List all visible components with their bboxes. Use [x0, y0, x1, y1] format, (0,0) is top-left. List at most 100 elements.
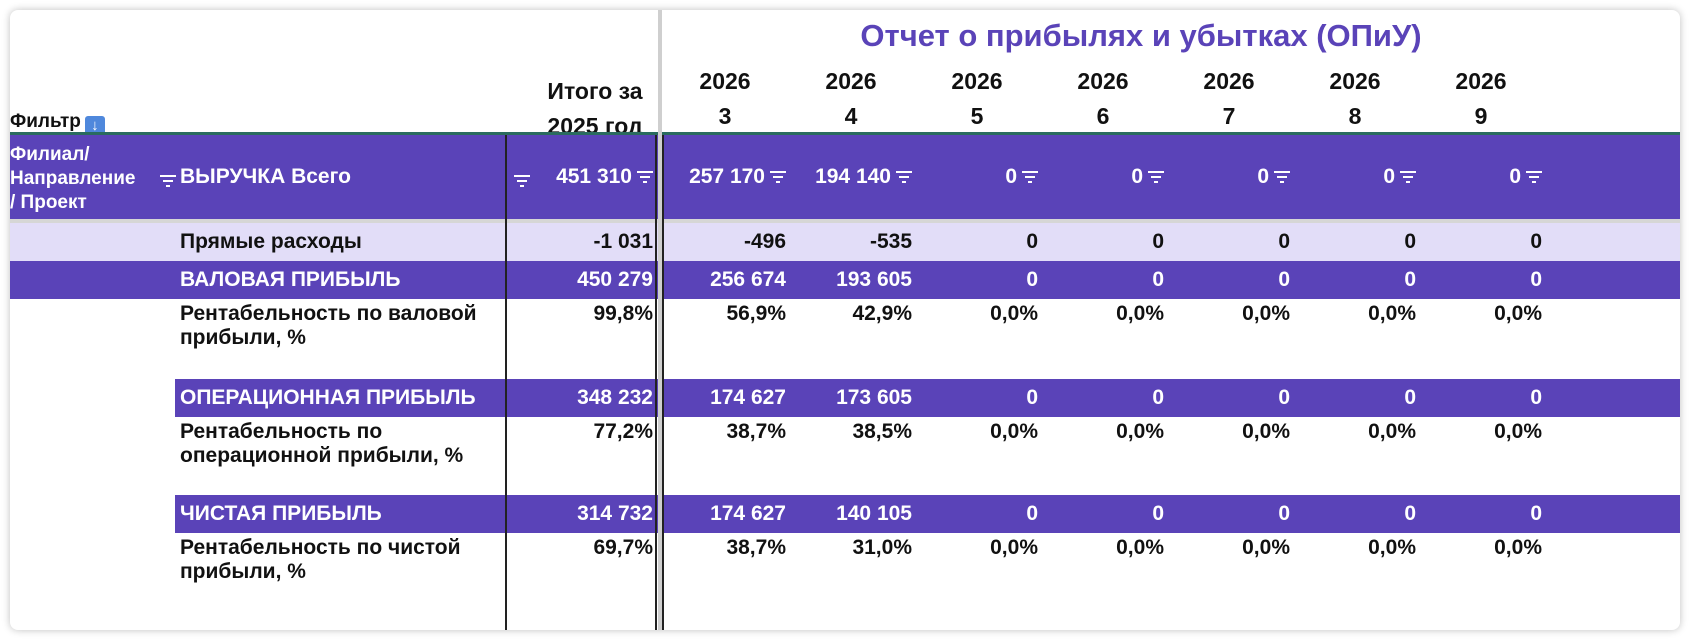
row-value: 0,0% [1494, 420, 1542, 443]
column-filter-icon[interactable] [1526, 171, 1542, 184]
row-label: Рентабельность по валовой прибыли, % [180, 302, 477, 350]
revenue-band [10, 135, 1680, 219]
row-value: 0 [1026, 502, 1038, 525]
column-filter-icon[interactable] [1400, 171, 1416, 184]
column-divider-label [505, 135, 507, 630]
row-value: 56,9% [726, 302, 786, 325]
row-value: 0 [1026, 386, 1038, 409]
report-title: Отчет о прибылях и убытках (ОПиУ) [860, 18, 1422, 53]
row-value: 0,0% [1116, 420, 1164, 443]
month-header-year: 2026 [1329, 68, 1381, 94]
revenue-value-text: 257 170 [689, 165, 765, 188]
row-total: 314 732 [577, 502, 653, 525]
row-total: -1 031 [593, 230, 653, 253]
row-value: 0 [1278, 386, 1290, 409]
row-value: 0 [1278, 268, 1290, 291]
row-value: 38,7% [726, 420, 786, 443]
month-header-month: 4 [844, 103, 858, 129]
row-total: 348 232 [577, 386, 653, 409]
row-value: 0 [1278, 230, 1290, 253]
column-filter-icon[interactable] [1274, 171, 1290, 184]
row-value: 0 [1530, 502, 1542, 525]
row-value: 0,0% [990, 536, 1038, 559]
revenue-value-text: 0 [1257, 165, 1269, 188]
row-value: 0,0% [1494, 302, 1542, 325]
row-value: 0 [1404, 386, 1416, 409]
row-label: ВАЛОВАЯ ПРИБЫЛЬ [180, 268, 401, 291]
month-header: 2026 5 [917, 64, 1037, 134]
column-filter-icon[interactable] [1022, 171, 1038, 184]
frozen-pane-divider [658, 10, 662, 630]
row-value: 256 674 [710, 268, 786, 291]
month-header: 2026 9 [1421, 64, 1541, 134]
total-header-line1: Итого за [547, 78, 643, 104]
row-label-line: Рентабельность по [180, 420, 383, 443]
branch-label-line3: / Проект [10, 192, 87, 213]
revenue-value-text: 0 [1509, 165, 1521, 188]
revenue-value-text: 0 [1131, 165, 1143, 188]
row-label-line: операционной прибыли, % [180, 444, 464, 467]
row-value: 0,0% [1116, 536, 1164, 559]
row-highlight [10, 223, 1680, 261]
row-value: 42,9% [852, 302, 912, 325]
row-value: 0 [1152, 230, 1164, 253]
month-header-year: 2026 [699, 68, 751, 94]
revenue-value-text: 194 140 [815, 165, 891, 188]
month-header-year: 2026 [951, 68, 1003, 94]
row-value: 38,5% [852, 420, 912, 443]
revenue-total-text: 451 310 [556, 165, 632, 188]
row-label-line: Рентабельность по валовой [180, 302, 477, 325]
row-band [10, 261, 1680, 299]
branch-filter-icon[interactable] [160, 174, 176, 187]
revenue-value-text: 0 [1005, 165, 1017, 188]
row-value: 193 605 [836, 268, 912, 291]
row-value: 0,0% [1494, 536, 1542, 559]
row-total: 450 279 [577, 268, 653, 291]
column-divider-total [655, 135, 657, 630]
pnl-sheet: Отчет о прибылях и убытках (ОПиУ) Фильтр… [10, 10, 1680, 630]
row-value: 0 [1404, 502, 1416, 525]
branch-filter-header[interactable]: Филиал/ Направление / Проект [10, 143, 135, 215]
revenue-value: 0 [1257, 165, 1290, 189]
month-header-month: 5 [970, 103, 984, 129]
branch-label-line2: Направление [10, 168, 136, 189]
revenue-label: ВЫРУЧКА Всего [180, 165, 351, 188]
row-value: 0,0% [1242, 302, 1290, 325]
row-value: 0 [1530, 230, 1542, 253]
revenue-label-filter-icon[interactable] [514, 174, 531, 187]
month-header: 2026 8 [1295, 64, 1415, 134]
revenue-total: 451 310 [556, 165, 653, 189]
revenue-value: 0 [1131, 165, 1164, 189]
header-divider [10, 132, 1680, 135]
revenue-value: 0 [1509, 165, 1542, 189]
arrow-down-square-icon[interactable]: ↓ [84, 116, 105, 136]
month-header: 2026 3 [665, 64, 785, 134]
row-value: 0,0% [1116, 302, 1164, 325]
row-value: 0 [1530, 268, 1542, 291]
row-label: Рентабельность по операционной прибыли, % [180, 420, 463, 468]
row-value: 174 627 [710, 386, 786, 409]
row-value: 0,0% [1242, 536, 1290, 559]
month-header-year: 2026 [1203, 68, 1255, 94]
row-label: ЧИСТАЯ ПРИБЫЛЬ [180, 502, 382, 525]
filter-control[interactable]: Фильтр ↓ [10, 111, 105, 136]
month-header-year: 2026 [1077, 68, 1129, 94]
row-label-line: Рентабельность по чистой [180, 536, 461, 559]
month-header-month: 9 [1474, 103, 1488, 129]
row-label: Рентабельность по чистой прибыли, % [180, 536, 461, 584]
row-value: 0,0% [990, 420, 1038, 443]
column-filter-icon[interactable] [1148, 171, 1164, 184]
row-value: 0 [1152, 268, 1164, 291]
row-value: -496 [743, 230, 786, 253]
row-value: 0 [1026, 268, 1038, 291]
row-total: 77,2% [593, 420, 653, 443]
revenue-separator [10, 219, 1680, 223]
column-filter-icon[interactable] [637, 171, 653, 184]
row-value: 0 [1152, 502, 1164, 525]
row-total: 99,8% [593, 302, 653, 325]
row-label: Прямые расходы [180, 230, 362, 253]
column-filter-icon[interactable] [896, 171, 912, 184]
row-band [175, 379, 1680, 417]
row-value: 140 105 [836, 502, 912, 525]
column-filter-icon[interactable] [770, 171, 786, 184]
